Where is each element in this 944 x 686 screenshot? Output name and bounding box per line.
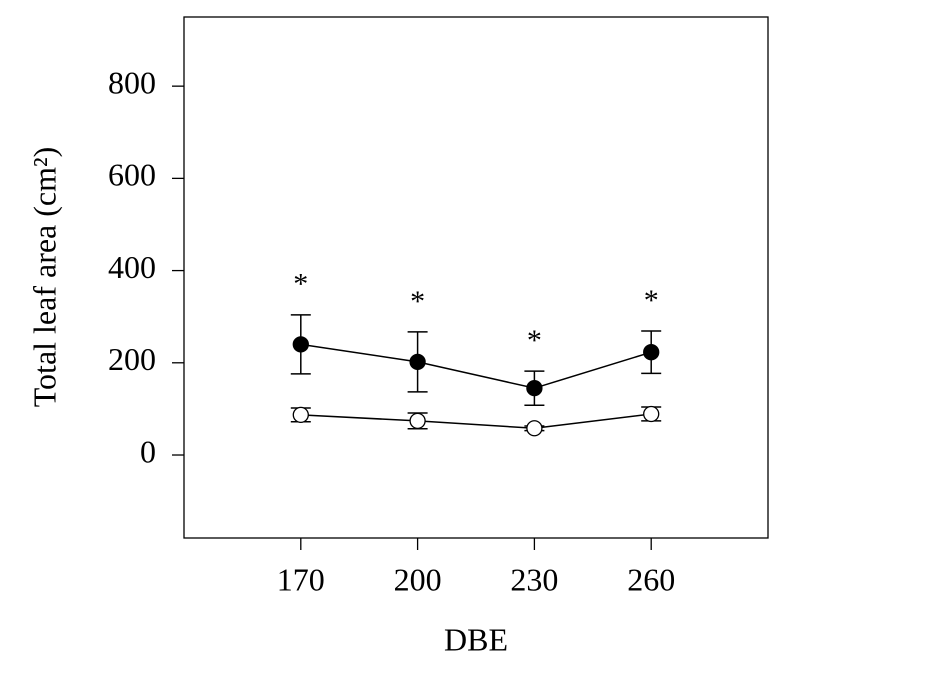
point [292, 336, 309, 353]
x-tick-label: 170 [277, 561, 325, 597]
x-tick-label: 200 [394, 561, 442, 597]
x-tick-label: 260 [627, 561, 675, 597]
x-tick-label: 230 [510, 561, 558, 597]
point [643, 344, 660, 361]
point [409, 353, 426, 371]
point [526, 380, 543, 397]
point [526, 420, 543, 437]
point [292, 406, 309, 424]
point [643, 405, 660, 423]
y-tick-label: 800 [108, 65, 156, 101]
plot-frame [183, 16, 769, 539]
series-line [300, 343, 652, 389]
x-axis-label: DBE [444, 621, 508, 657]
significance-label: * [644, 284, 659, 317]
y-axis-label: Total leaf area (cm²) [26, 147, 62, 408]
y-tick-label: 400 [108, 249, 156, 285]
y-tick-label: 600 [108, 157, 156, 193]
y-tick-label: 200 [108, 341, 156, 377]
significance-label: * [410, 285, 425, 318]
significance-label: * [293, 268, 308, 301]
series-line [300, 413, 652, 430]
y-tick-label: 0 [140, 433, 156, 469]
point [409, 412, 426, 430]
significance-label: * [527, 324, 542, 357]
